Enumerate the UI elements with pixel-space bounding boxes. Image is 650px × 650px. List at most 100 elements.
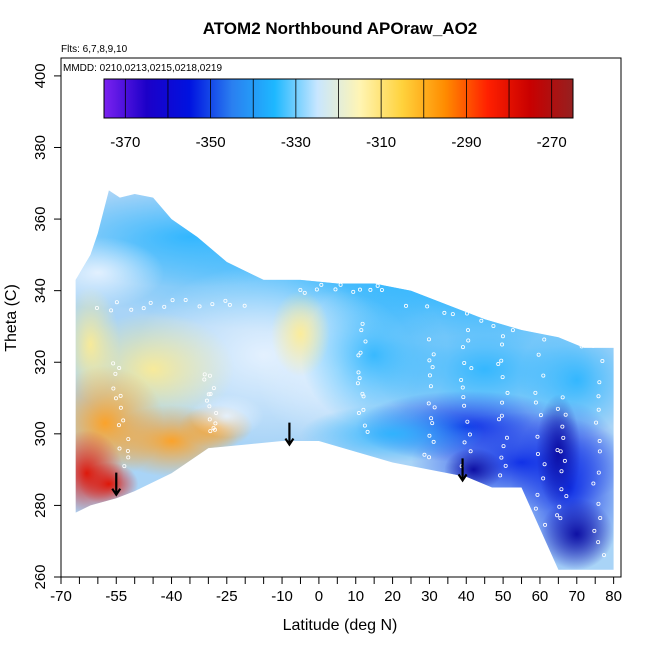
obs-point (558, 516, 563, 521)
obs-point (431, 439, 436, 444)
obs-point (361, 407, 366, 412)
obs-point (533, 390, 538, 395)
x-tick-label: 0 (315, 588, 323, 605)
x-tick-label: 20 (384, 588, 401, 605)
obs-point (597, 380, 602, 385)
x-tick-label: 80 (605, 588, 622, 605)
obs-point (597, 439, 602, 444)
obs-point (94, 306, 99, 311)
down-arrow-marker (457, 458, 468, 483)
x-tick-label: 60 (532, 588, 549, 605)
obs-point (429, 416, 434, 421)
obs-point (491, 323, 496, 328)
colorbar-tick-label: -270 (537, 134, 567, 151)
obs-point (426, 401, 431, 406)
colorbar-tick-label: -370 (110, 134, 140, 151)
obs-point (361, 394, 366, 399)
obs-point (426, 337, 431, 342)
obs-point (207, 417, 212, 422)
obs-point (404, 303, 409, 308)
obs-point (542, 337, 547, 342)
obs-point (162, 304, 167, 309)
x-tick-label: 40 (458, 588, 475, 605)
obs-point (365, 429, 370, 434)
obs-point (596, 540, 601, 545)
x-tick-label: 50 (495, 588, 512, 605)
obs-point (425, 304, 430, 309)
obs-point (314, 287, 319, 292)
colorbar-tick-label: -310 (366, 134, 396, 151)
obs-point (117, 446, 122, 451)
obs-point (298, 288, 303, 293)
obs-point (360, 321, 365, 326)
obs-point (358, 350, 363, 355)
obs-point (533, 506, 538, 511)
obs-point (368, 287, 373, 292)
obs-point (598, 515, 603, 520)
obs-point (498, 473, 503, 478)
obs-point (541, 373, 546, 378)
obs-point (559, 487, 564, 492)
field-blob-10 (271, 290, 330, 377)
obs-point (499, 413, 504, 418)
y-tick-label: 320 (32, 350, 49, 375)
obs-point (414, 284, 419, 289)
obs-point (592, 528, 597, 533)
obs-point (466, 338, 471, 343)
obs-point (500, 400, 505, 405)
observation-points (94, 277, 606, 558)
obs-point (363, 339, 368, 344)
obs-point (555, 329, 560, 334)
obs-point (356, 370, 361, 375)
obs-point (319, 282, 324, 287)
obs-point (223, 298, 228, 303)
obs-point (468, 449, 473, 454)
obs-point (357, 287, 362, 292)
obs-point (202, 372, 207, 377)
obs-point (422, 452, 427, 457)
obs-point (563, 412, 568, 417)
chart-title: ATOM2 Northbound APOraw_AO2 (203, 19, 478, 38)
obs-point (535, 452, 540, 457)
obs-point (227, 302, 232, 307)
x-tick-label: -55 (105, 588, 127, 605)
obs-point (117, 365, 122, 370)
colorbar-tick-label: -330 (281, 134, 311, 151)
obs-point (536, 352, 541, 357)
y-tick-label: 340 (32, 278, 49, 303)
obs-point (519, 324, 524, 329)
obs-point (207, 373, 212, 378)
x-axis: -70 -55 -40 -25 -10 0 10 20 30 40 50 60 70 80 (50, 577, 622, 605)
obs-point (466, 328, 471, 333)
obs-point (505, 390, 510, 395)
obs-point (591, 481, 596, 486)
y-tick-label: 260 (32, 564, 49, 589)
obs-point (333, 287, 338, 292)
obs-point (114, 300, 119, 305)
field-blob-23 (300, 405, 485, 463)
obs-point (197, 304, 202, 309)
obs-point (461, 395, 466, 400)
obs-point (125, 448, 130, 453)
field-blob-2 (75, 190, 356, 288)
obs-point (148, 300, 153, 305)
y-axis-label: Theta (C) (3, 284, 20, 352)
obs-point (460, 345, 465, 350)
obs-point (496, 417, 501, 422)
obs-point (462, 360, 467, 365)
obs-point (357, 376, 362, 381)
obs-point (396, 277, 401, 282)
obs-point (540, 325, 545, 330)
y-axis: 260 280 300 320 340 360 380 400 (32, 63, 61, 590)
obs-point (541, 476, 546, 481)
obs-point (462, 440, 467, 445)
plot-frame (60, 57, 622, 578)
obs-point (465, 419, 470, 424)
obs-point (596, 407, 601, 412)
obs-point (500, 342, 505, 347)
obs-point (562, 458, 567, 463)
obs-point (465, 311, 470, 316)
obs-point (170, 298, 175, 303)
obs-point (208, 429, 213, 434)
obs-point (351, 289, 356, 294)
